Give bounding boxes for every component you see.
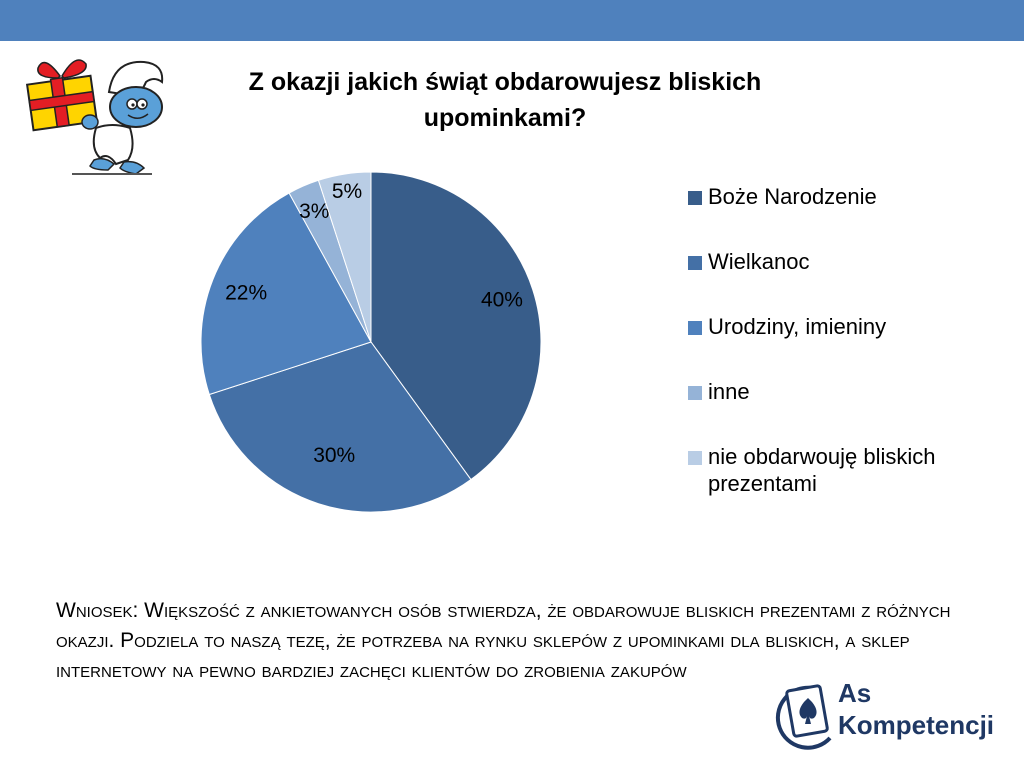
pie-data-label-4: 3% <box>299 200 329 223</box>
legend-item-5: nie obdarwouję bliskich prezentami <box>688 443 1018 497</box>
conclusion-text: Wniosek: Większość z ankietowanych osób … <box>56 599 951 682</box>
legend-item-2: Wielkanoc <box>688 248 1018 275</box>
legend-swatch <box>688 451 702 465</box>
logo-line-2: Kompetencji <box>838 710 994 740</box>
legend-item-1: Boże Narodzenie <box>688 183 1018 210</box>
pie-chart: 40% 30% 22% 3%5% <box>200 171 542 513</box>
legend-item-4: inne <box>688 378 1018 405</box>
pie-slice-1 <box>370 171 542 481</box>
pie-slice-2 <box>208 341 472 513</box>
legend-label: nie obdarwouję bliskich prezentami <box>708 444 936 496</box>
as-kompetencji-logo: As Kompetencji <box>775 678 994 750</box>
legend-label: Boże Narodzenie <box>708 184 877 209</box>
pie-data-label-5: 5% <box>332 180 362 203</box>
gift-smurf-illustration <box>25 59 164 175</box>
legend-swatch <box>688 256 702 270</box>
legend-label: inne <box>708 379 750 404</box>
pie-data-label-1: 40% <box>481 288 523 311</box>
legend-swatch <box>688 191 702 205</box>
legend-item-3: Urodziny, imieniny <box>688 313 1018 340</box>
pie-data-label-2: 30% <box>313 444 355 467</box>
logo-line-1: As <box>838 678 871 708</box>
legend-swatch <box>688 321 702 335</box>
chart-legend: Boże Narodzenie Wielkanoc Urodziny, imieni… <box>688 183 1018 497</box>
pie-slice-5 <box>317 171 372 343</box>
top-bar <box>0 0 1024 41</box>
legend-label: Wielkanoc <box>708 249 810 274</box>
pie-slice-3 <box>200 192 372 396</box>
legend-swatch <box>688 386 702 400</box>
pie-data-label-3: 22% <box>225 282 267 305</box>
chart-title: Z okazji jakich świąt obdarowujesz blisk… <box>248 68 762 132</box>
legend-label: Urodziny, imieniny <box>708 314 887 339</box>
